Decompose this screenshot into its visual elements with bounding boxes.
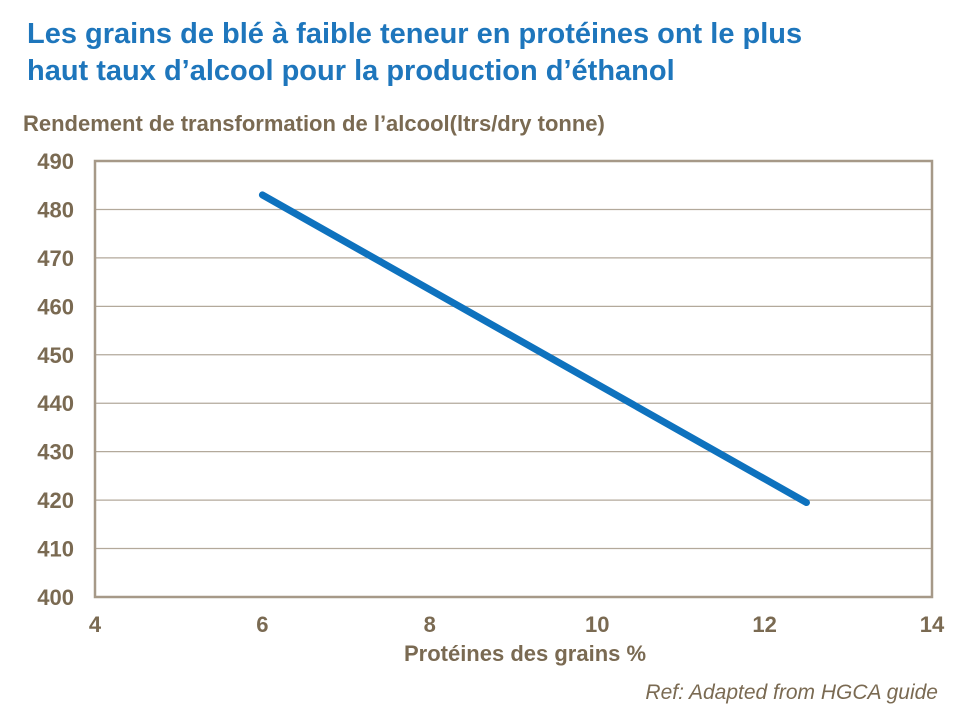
x-axis-label: Protéines des grains % — [403, 641, 647, 666]
plot-frame — [93, 159, 934, 599]
x-tick-label: 14 — [920, 612, 945, 637]
y-tick-label: 400 — [37, 585, 74, 610]
chart-title: Les grains de blé à faible teneur en pro… — [27, 16, 802, 90]
series-line — [258, 191, 810, 507]
y-tick-label: 440 — [37, 391, 74, 416]
y-tick-label: 470 — [37, 246, 74, 271]
chart-title-line-1: Les grains de blé à faible teneur en pro… — [27, 18, 803, 50]
y-tick-label: 420 — [37, 488, 74, 513]
y-axis-title: Rendement de transformation de l’alcool(… — [23, 111, 605, 136]
x-tick-label: 8 — [424, 612, 436, 637]
x-tick-label: 10 — [585, 612, 609, 637]
x-tick-label: 12 — [752, 612, 776, 637]
y-tick-label: 450 — [37, 343, 74, 368]
chart-title-line-2: haut taux d’alcool pour la production d’… — [27, 55, 675, 87]
source-note: Ref: Adapted from HGCA guide — [645, 681, 938, 704]
y-tick-label: 460 — [37, 294, 74, 319]
y-tick-label: 490 — [37, 149, 74, 174]
y-tick-label: 430 — [37, 440, 74, 465]
y-tick-label: 480 — [37, 197, 74, 222]
x-tick-label: 6 — [256, 612, 268, 637]
x-tick-label: 4 — [89, 612, 102, 637]
y-tick-label: 410 — [37, 537, 74, 562]
